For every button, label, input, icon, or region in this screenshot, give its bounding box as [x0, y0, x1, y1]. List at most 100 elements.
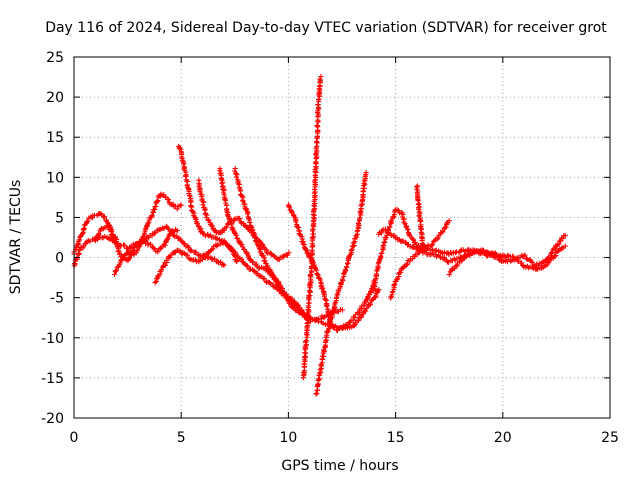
data-point	[295, 305, 301, 311]
data-point	[85, 218, 91, 224]
plot-marks	[71, 73, 568, 397]
y-tick-label: 15	[46, 130, 64, 146]
data-point	[178, 202, 184, 208]
data-point	[197, 189, 203, 195]
data-point	[232, 168, 238, 174]
x-tick-label: 20	[494, 430, 512, 446]
data-point	[247, 219, 253, 226]
series-arc-13	[371, 206, 452, 293]
data-point	[446, 271, 452, 278]
data-point	[239, 241, 245, 248]
data-point	[562, 232, 568, 239]
data-point	[114, 243, 121, 249]
data-point	[113, 268, 120, 274]
data-point	[237, 241, 244, 247]
data-point	[453, 249, 460, 255]
y-tick-label: -5	[50, 291, 64, 307]
y-tick-label: -20	[41, 411, 64, 427]
data-point	[112, 239, 118, 245]
data-point	[449, 266, 455, 272]
data-point	[231, 230, 238, 236]
series-arc-2	[71, 210, 120, 257]
data-point	[229, 224, 235, 230]
data-point	[380, 242, 387, 249]
data-point	[154, 276, 160, 282]
data-point	[232, 250, 238, 256]
y-axis-label: SDTVAR / TECUs	[8, 180, 24, 295]
data-point	[250, 259, 256, 265]
y-tick-label: 25	[46, 50, 64, 66]
y-tick-label: 20	[46, 90, 64, 106]
data-point	[383, 234, 389, 241]
data-point	[111, 236, 117, 242]
data-point	[327, 317, 333, 324]
data-point	[200, 199, 207, 205]
data-point	[387, 224, 393, 230]
series-arc-1	[71, 223, 227, 269]
data-point	[162, 242, 168, 248]
data-point	[477, 248, 483, 254]
data-point	[187, 248, 193, 254]
data-point	[378, 253, 384, 259]
data-point	[303, 350, 309, 356]
data-point	[223, 224, 229, 230]
data-point	[113, 240, 119, 246]
data-point	[145, 220, 151, 226]
data-point	[186, 192, 193, 199]
data-point	[318, 315, 324, 322]
data-point	[116, 248, 122, 254]
data-point	[376, 287, 382, 293]
x-tick-label: 10	[279, 430, 297, 446]
data-point	[440, 229, 446, 235]
data-point	[250, 230, 257, 236]
series-arc-10	[285, 202, 377, 333]
series-arc-11	[300, 73, 324, 381]
data-point	[234, 258, 240, 264]
data-point	[371, 287, 377, 293]
data-point	[303, 339, 309, 345]
data-point	[318, 369, 324, 375]
data-point	[149, 212, 155, 218]
data-point	[188, 247, 194, 253]
data-point	[202, 207, 208, 213]
x-axis-label: GPS time / hours	[281, 458, 398, 474]
data-point	[548, 250, 554, 257]
series-arc-4	[111, 191, 184, 277]
data-point	[557, 238, 564, 244]
data-point	[361, 180, 367, 186]
data-point	[241, 246, 247, 252]
series-arc-6	[175, 143, 313, 325]
data-point	[188, 203, 194, 209]
y-tick-label: -15	[41, 371, 64, 387]
data-point	[355, 220, 362, 226]
data-point	[308, 271, 314, 278]
data-point	[437, 254, 443, 260]
data-point	[418, 229, 424, 235]
data-point	[301, 361, 308, 367]
data-point	[228, 220, 234, 226]
data-point	[410, 236, 416, 242]
data-point	[158, 267, 165, 273]
data-point	[549, 249, 555, 256]
data-point	[120, 255, 126, 262]
chart-title: Day 116 of 2024, Sidereal Day-to-day VTE…	[45, 20, 607, 36]
data-point	[522, 252, 528, 258]
series-arc-9	[217, 166, 345, 324]
data-point	[410, 243, 416, 249]
data-point	[96, 231, 102, 237]
y-tick-label: 5	[55, 210, 64, 226]
series-arc-12	[313, 170, 369, 397]
data-point	[315, 124, 321, 130]
y-tick-label: -10	[41, 331, 64, 347]
data-point	[314, 317, 320, 323]
data-point	[233, 232, 239, 238]
data-point	[154, 198, 160, 205]
data-point	[212, 256, 218, 262]
plot-frame	[73, 56, 611, 419]
series-arc-7	[196, 177, 292, 263]
data-point	[402, 239, 408, 245]
data-point	[98, 226, 104, 232]
data-point	[181, 241, 188, 247]
data-point	[87, 238, 93, 244]
